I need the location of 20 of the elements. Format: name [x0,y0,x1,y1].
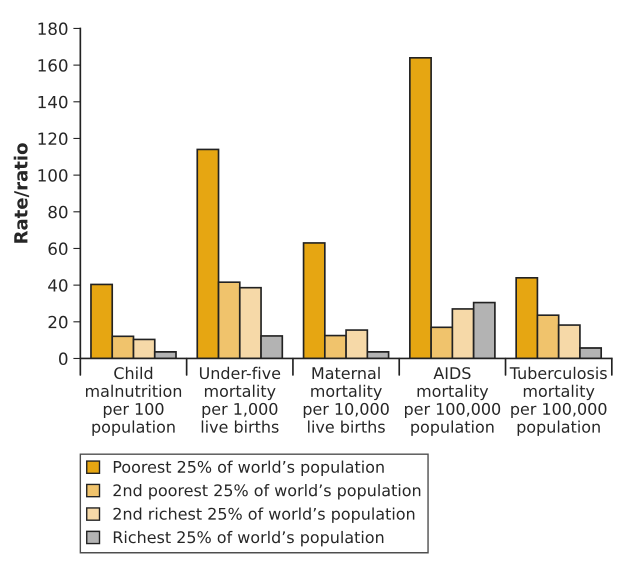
y-axis-title: Rate/ratio [14,143,30,243]
y-tick-label: 140 [38,96,68,108]
legend-label: Richest 25% of world’s population [114,530,384,546]
legend-label: Poorest 25% of world’s population [114,460,384,476]
legend-label: 2nd richest 25% of world’s population [113,507,414,523]
y-tick-label: 40 [48,279,68,292]
y-tick-label: 120 [38,132,68,146]
y-tick-label: 100 [38,169,68,182]
x-tick-label: AIDS mortality per 100,000 population [404,367,500,436]
x-tick-label: Maternal mortality per 10,000 live births [304,366,389,433]
y-tick-label: 0 [59,352,68,366]
x-tick-label: Child malnutrition per 100 population [86,366,182,436]
y-tick-label: 160 [38,59,68,72]
y-tick-label: 80 [48,206,68,218]
y-tick-label: 180 [38,22,68,36]
y-tick-label: 60 [48,242,68,256]
x-tick-label: Tuberculosis mortality per 100,000 population [510,366,607,436]
y-tick-label: 20 [48,316,68,328]
legend-label: 2nd poorest 25% of world’s population [113,484,420,500]
x-tick-label: Under-five mortality per 1,000 live births [200,366,280,433]
